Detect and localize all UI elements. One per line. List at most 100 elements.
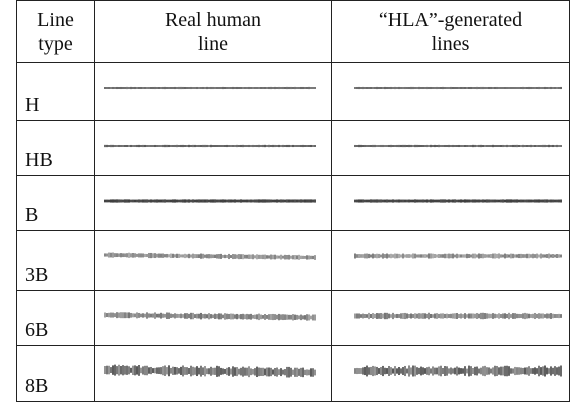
pencil-stroke <box>498 367 500 374</box>
pencil-stroke <box>370 145 372 147</box>
pencil-stroke <box>134 314 136 318</box>
pencil-stroke <box>458 87 460 89</box>
pencil-stroke <box>110 367 112 373</box>
pencil-stroke <box>374 145 376 147</box>
pencil-stroke <box>170 200 172 203</box>
pencil-stroke <box>438 200 440 203</box>
pencil-stroke <box>376 313 378 319</box>
pencil-stroke <box>174 313 176 318</box>
pencil-stroke <box>262 255 264 259</box>
pencil-stroke <box>196 366 198 376</box>
pencil-stroke <box>186 145 188 147</box>
pencil-stroke <box>168 200 170 203</box>
pencil-stroke <box>498 87 500 89</box>
pencil-stroke <box>290 315 292 320</box>
pencil-stroke <box>546 254 548 258</box>
pencil-stroke <box>414 87 416 89</box>
pencil-stroke <box>492 313 494 319</box>
pencil-stroke <box>146 312 148 318</box>
pencil-stroke <box>506 254 508 258</box>
real-line-cell <box>95 176 332 231</box>
pencil-stroke <box>358 368 360 374</box>
pencil-stroke <box>556 314 558 318</box>
pencil-stroke <box>444 199 446 202</box>
pencil-stroke <box>158 314 160 318</box>
pencil-stroke <box>170 87 172 89</box>
pencil-stroke <box>114 87 116 89</box>
pencil-stroke <box>536 87 538 89</box>
pencil-stroke <box>434 145 436 147</box>
pencil-stroke <box>176 87 178 89</box>
pencil-stroke <box>404 200 406 203</box>
pencil-stroke <box>494 366 496 376</box>
pencil-stroke <box>366 254 368 259</box>
pencil-stroke <box>400 368 402 373</box>
pencil-stroke <box>256 314 258 319</box>
pencil-stroke <box>558 87 560 89</box>
pencil-stroke <box>180 314 182 319</box>
pencil-stroke <box>184 87 186 89</box>
pencil-stroke <box>188 254 190 258</box>
pencil-stroke <box>378 368 380 374</box>
pencil-stroke <box>230 145 232 147</box>
pencil-stroke <box>310 199 312 202</box>
pencil-stroke <box>182 145 184 147</box>
pencil-stroke <box>186 367 188 375</box>
pencil-stroke <box>474 199 476 202</box>
pencil-stroke <box>272 369 274 374</box>
pencil-stroke <box>472 254 474 259</box>
pencil-stroke <box>260 368 262 376</box>
pencil-stroke <box>300 368 302 377</box>
pencil-stroke <box>402 145 404 147</box>
pencil-stroke <box>482 199 484 202</box>
pencil-stroke <box>172 254 174 258</box>
pencil-stroke <box>216 314 218 319</box>
pencil-stroke <box>270 87 272 89</box>
pencil-stroke <box>228 145 230 147</box>
pencil-stroke <box>354 200 356 203</box>
pencil-stroke <box>296 200 298 203</box>
pencil-stroke <box>220 314 222 320</box>
pencil-stroke <box>250 199 252 202</box>
pencil-stroke <box>110 313 112 318</box>
pencil-stroke <box>418 87 420 89</box>
pencil-stroke <box>456 254 458 258</box>
pencil-stroke <box>448 145 450 147</box>
pencil-stroke <box>554 366 556 376</box>
pencil-stroke <box>216 200 218 203</box>
pencil-stroke <box>228 314 230 319</box>
pencil-stroke <box>536 368 538 374</box>
pencil-stroke <box>456 200 458 203</box>
pencil-stroke <box>548 87 550 89</box>
pencil-stroke <box>432 145 434 147</box>
pencil-stroke <box>364 87 366 89</box>
generated-line <box>332 121 569 174</box>
pencil-stroke <box>542 313 544 318</box>
pencil-stroke <box>420 313 422 318</box>
pencil-stroke <box>380 199 382 202</box>
pencil-stroke <box>178 200 180 203</box>
pencil-stroke <box>466 254 468 258</box>
pencil-stroke <box>306 145 308 147</box>
pencil-stroke <box>252 200 254 203</box>
pencil-stroke <box>244 200 246 203</box>
pencil-stroke <box>214 87 216 89</box>
pencil-stroke <box>106 87 108 89</box>
pencil-stroke <box>250 368 252 375</box>
pencil-stroke <box>232 254 234 259</box>
pencil-stroke <box>262 315 264 319</box>
pencil-stroke <box>246 200 248 203</box>
pencil-stroke <box>158 145 160 147</box>
pencil-stroke <box>486 367 488 375</box>
pencil-stroke <box>440 366 442 377</box>
pencil-stroke <box>368 367 370 374</box>
pencil-stroke <box>112 199 114 202</box>
pencil-stroke <box>410 313 412 318</box>
pencil-stroke <box>442 145 444 147</box>
pencil-stroke <box>258 255 260 259</box>
pencil-stroke <box>476 367 478 376</box>
pencil-stroke <box>526 200 528 203</box>
pencil-stroke <box>422 367 424 374</box>
pencil-stroke <box>210 367 212 376</box>
